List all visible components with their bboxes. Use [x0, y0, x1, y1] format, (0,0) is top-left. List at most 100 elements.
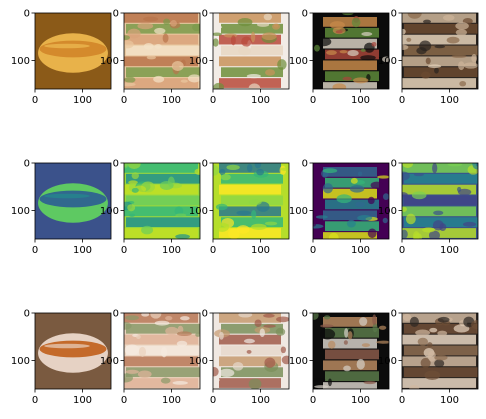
axes-frame	[34, 312, 112, 390]
food-texture	[471, 320, 478, 330]
x-tick-label: 100	[162, 245, 181, 256]
food-texture	[236, 210, 251, 216]
sandwich-layer	[219, 56, 281, 67]
food-texture	[160, 377, 171, 384]
sandwich-layer	[323, 360, 377, 371]
food-texture	[442, 14, 455, 21]
sandwich-layer	[126, 173, 200, 184]
y-tick-label: 100	[100, 356, 119, 367]
food-texture	[154, 27, 166, 35]
sandwich-layer	[124, 206, 198, 217]
x-tick-label: 0	[121, 395, 127, 406]
x-tick-label: 0	[210, 95, 216, 106]
food-texture	[280, 346, 287, 354]
food-texture	[272, 23, 281, 30]
food-texture	[187, 74, 200, 83]
food-texture	[336, 194, 352, 204]
food-texture	[243, 338, 255, 344]
food-texture	[241, 36, 252, 47]
y-tick-label: 0	[391, 309, 397, 320]
food-texture	[417, 337, 429, 346]
sandwich-layer	[323, 338, 377, 349]
x-tick-label: 100	[162, 95, 181, 106]
axes-frame	[123, 12, 201, 90]
y-tick-label: 0	[113, 159, 119, 170]
subplot-original-pulled-pork-sandwich: 0 100 0 100	[378, 9, 479, 106]
food-texture	[409, 316, 419, 327]
food-texture	[415, 329, 431, 336]
sandwich-layer	[402, 56, 476, 67]
food-texture	[359, 317, 368, 326]
food-texture	[176, 331, 192, 336]
x-tick-label: 0	[32, 245, 38, 256]
food-texture	[313, 313, 319, 320]
subplot-reconstructed-pulled-pork-sandwich: 0 100 0 100	[378, 309, 479, 406]
food-texture	[261, 32, 277, 41]
x-tick-label: 0	[310, 95, 316, 106]
sandwich-layer	[323, 317, 377, 327]
food-texture	[413, 233, 422, 239]
food-texture	[246, 164, 253, 173]
food-texture	[124, 35, 130, 40]
food-image	[35, 13, 111, 89]
x-tick-label: 100	[351, 245, 370, 256]
food-texture	[350, 177, 358, 184]
axes-frame	[34, 12, 112, 90]
food-texture	[372, 314, 377, 326]
food-texture	[217, 223, 230, 227]
food-texture	[347, 331, 353, 340]
subplot-reconstructed-wrap-sandwich: 0 100 0 100	[100, 309, 201, 406]
sausage-shape	[39, 340, 107, 358]
x-tick-label: 100	[251, 395, 270, 406]
food-texture	[342, 13, 354, 16]
food-texture	[124, 82, 136, 87]
y-tick-label: 0	[24, 309, 30, 320]
food-texture	[447, 163, 463, 167]
food-texture	[316, 37, 332, 47]
sandwich-layer	[219, 206, 281, 217]
sausage-shape	[39, 40, 107, 58]
food-texture	[457, 188, 472, 196]
sandwich-layer	[325, 199, 379, 210]
food-texture	[402, 28, 406, 35]
food-texture	[175, 234, 190, 239]
food-texture	[347, 50, 359, 57]
food-texture	[402, 44, 409, 51]
food-texture	[367, 196, 375, 205]
food-texture	[230, 35, 236, 46]
food-texture	[236, 225, 250, 234]
x-tick-label: 100	[351, 395, 370, 406]
food-texture	[405, 213, 416, 225]
food-texture	[361, 343, 371, 348]
food-image	[402, 13, 478, 89]
food-texture	[165, 315, 173, 321]
y-tick-label: 0	[391, 9, 397, 20]
x-tick-label: 100	[440, 95, 459, 106]
food-texture	[355, 180, 365, 185]
sandwich-layer	[323, 188, 377, 199]
sandwich-layer	[402, 163, 476, 173]
food-texture	[427, 64, 442, 69]
sandwich-layer	[124, 378, 198, 388]
food-texture	[192, 23, 200, 32]
sandwich-layer	[325, 371, 379, 382]
food-texture	[471, 54, 477, 63]
sandwich-layer	[124, 56, 198, 67]
food-texture	[434, 359, 445, 368]
food-texture	[326, 50, 337, 56]
food-image	[35, 313, 111, 389]
food-texture	[378, 325, 387, 330]
sausage-highlight	[44, 343, 90, 349]
sandwich-layer	[219, 356, 281, 367]
sandwich-layer	[126, 323, 200, 334]
sandwich-layer	[404, 367, 478, 378]
x-tick-label: 0	[310, 395, 316, 406]
sandwich-layer	[402, 34, 476, 45]
sandwich-layer	[221, 67, 283, 78]
subplot-original-wrap-sandwich: 0 100 0 100	[100, 9, 201, 106]
food-texture	[406, 37, 412, 42]
sandwich-layer	[124, 13, 198, 23]
food-texture	[360, 55, 376, 61]
subplot-original-stacked-sandwich: 0 100 0 100	[289, 9, 390, 106]
sandwich-layer	[124, 334, 198, 345]
